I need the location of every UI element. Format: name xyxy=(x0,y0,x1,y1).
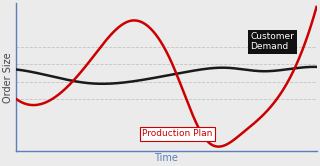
Text: Customer
Demand: Customer Demand xyxy=(251,32,294,51)
Text: Production Plan: Production Plan xyxy=(142,129,213,138)
Y-axis label: Order Size: Order Size xyxy=(4,52,13,103)
X-axis label: Time: Time xyxy=(155,153,178,163)
